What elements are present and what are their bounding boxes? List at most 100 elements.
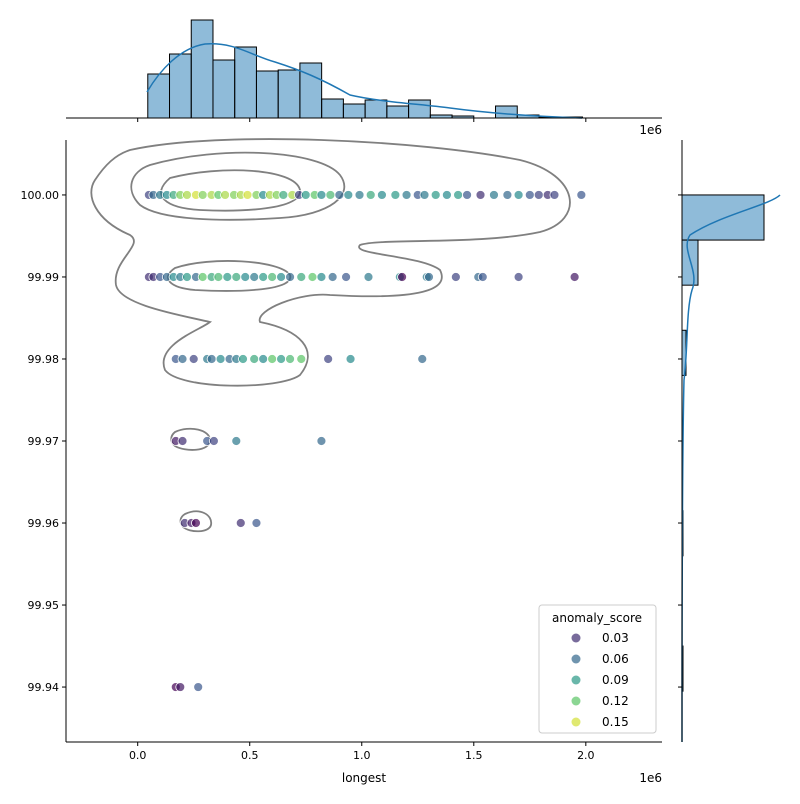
top-kde-line: [146, 43, 583, 119]
x-offset-label: 1e6: [639, 771, 662, 785]
top-hist-bar: [364, 99, 388, 119]
scatter-point: [197, 190, 208, 200]
x-tick-label: 0.5: [241, 749, 259, 762]
top-hist-bar: [321, 98, 344, 119]
top-hist-bar: [190, 19, 214, 119]
top-hist-bar: [342, 103, 366, 119]
scatter-point: [300, 190, 311, 200]
scatter-point: [502, 190, 513, 200]
scatter-point: [267, 354, 278, 364]
scatter-point: [296, 354, 307, 364]
legend-label: 0.12: [602, 694, 629, 708]
scatter-point: [325, 190, 336, 200]
right-hist-bar: [681, 239, 699, 286]
legend-marker: [571, 717, 581, 727]
legend-marker: [571, 654, 581, 664]
scatter-point: [397, 272, 407, 282]
scatter-point: [533, 190, 544, 200]
scatter-point: [345, 354, 356, 364]
scatter-point: [276, 272, 286, 282]
scatter-point: [419, 190, 430, 200]
scatter-point: [377, 190, 387, 200]
scatter-point: [316, 272, 327, 282]
scatter-point: [182, 272, 192, 282]
top-hist-bar: [234, 46, 257, 119]
scatter-point: [401, 190, 412, 200]
scatter-point: [182, 190, 192, 200]
scatter-point: [475, 190, 486, 200]
scatter-point: [240, 272, 251, 282]
scatter-point: [417, 354, 428, 364]
scatter-point: [442, 190, 452, 200]
scatter-point: [208, 436, 219, 446]
scatter-point: [489, 190, 499, 200]
scatter-point: [549, 190, 560, 200]
legend-marker: [571, 675, 581, 685]
kde-contour-2: [130, 151, 346, 221]
y-tick-label: 99.96: [28, 517, 60, 530]
scatter-point: [285, 272, 295, 282]
x-tick-label: 1.0: [353, 749, 371, 762]
scatter-point: [222, 272, 233, 282]
scatter-point: [343, 190, 354, 200]
x-axis-label: longest: [342, 771, 387, 785]
scatter-point: [462, 190, 472, 200]
y-tick-label: 99.94: [28, 681, 60, 694]
top-hist-bar: [255, 70, 279, 119]
scatter-point: [276, 354, 286, 364]
kde-contour-6: [179, 510, 212, 533]
scatter-point: [365, 190, 376, 200]
scatter-point: [231, 436, 242, 446]
x-tick-label: 1.5: [465, 749, 483, 762]
scatter-point: [177, 354, 188, 364]
scatter-points: [144, 190, 587, 692]
scatter-point: [258, 354, 269, 364]
scatter-point: [323, 354, 334, 364]
top-hist-bar: [147, 73, 171, 119]
scatter-point: [576, 190, 587, 200]
scatter-point: [430, 190, 441, 200]
scatter-point: [316, 436, 327, 446]
scatter-point: [363, 272, 374, 282]
scatter-point: [453, 190, 464, 200]
scatter-point: [341, 272, 351, 282]
scatter-point: [188, 354, 199, 364]
top-hist-bar: [277, 69, 301, 119]
scatter-point: [213, 272, 224, 282]
scatter-point: [220, 190, 230, 200]
top-hist-bar: [495, 105, 518, 119]
legend-title: anomaly_score: [552, 611, 642, 625]
top-hist-bar: [299, 62, 323, 119]
legend-marker: [571, 633, 581, 643]
scatter-point: [191, 518, 201, 528]
scatter-point: [524, 190, 535, 200]
scatter-point: [450, 272, 461, 282]
scatter-point: [267, 272, 278, 282]
scatter-point: [513, 272, 524, 282]
top-hist-bar: [169, 53, 192, 119]
kde-contour-outer: [90, 138, 571, 387]
legend-box: [538, 604, 657, 734]
top-hist-bar: [386, 105, 410, 119]
scatter-point: [278, 190, 289, 200]
legend-label: 0.15: [602, 715, 629, 729]
scatter-point: [285, 354, 295, 364]
scatter-point: [177, 436, 188, 446]
scatter-point: [424, 272, 434, 282]
scatter-point: [249, 354, 260, 364]
scatter-point: [197, 272, 208, 282]
y-tick-label: 99.97: [28, 435, 60, 448]
top-hist-bar: [408, 99, 431, 119]
kde-contour-5: [170, 427, 211, 451]
scatter-point: [242, 190, 253, 200]
scatter-point: [235, 518, 246, 528]
legend-label: 0.03: [602, 631, 629, 645]
right-hist-bar: [681, 194, 765, 241]
scatter-point: [327, 272, 338, 282]
kde-contours: [90, 138, 571, 533]
axes: 0.0 0.5 1.0 1.5 2.0 99.94 99.95 99.96 99.97 99.98…: [21, 140, 662, 762]
scatter-point: [206, 354, 217, 364]
right-marginal-histogram: [678, 140, 781, 743]
y-tick-label: 100.00: [21, 189, 60, 202]
